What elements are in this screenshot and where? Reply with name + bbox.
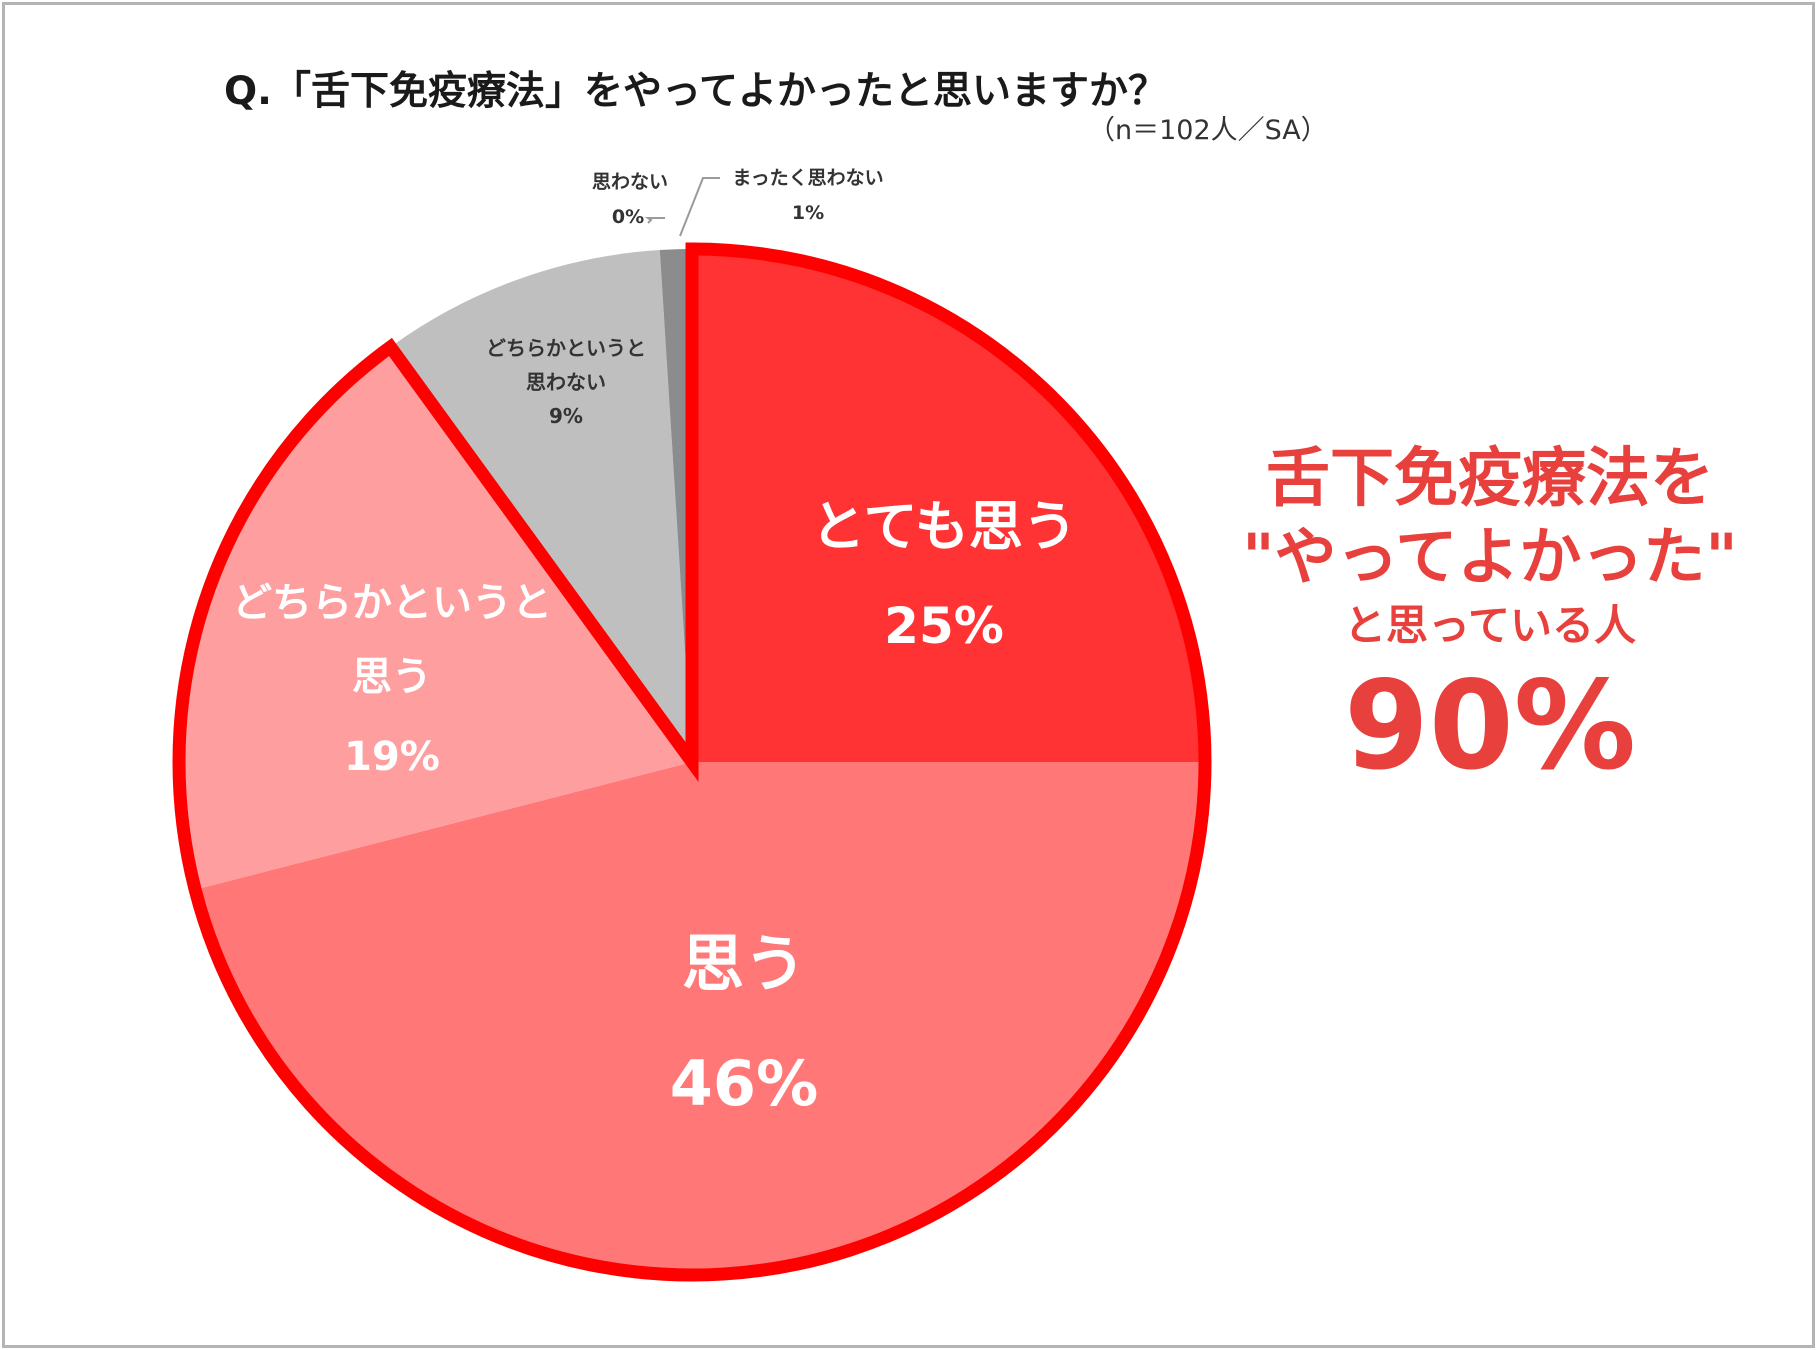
label-somewhat-agree-line1: どちらかというと: [232, 580, 552, 626]
summary-callout: 舌下免疫療法を "やってよかった" と思っている人 90%: [1190, 440, 1790, 796]
callout-line1: 舌下免疫療法を: [1266, 442, 1714, 516]
label-very-agree-pct: 25%: [884, 597, 1004, 655]
label-somewhat-disagree-line1: どちらかというと: [486, 336, 646, 360]
label-strongly-disagree-name: まったく思わない: [732, 167, 883, 189]
label-agree-pct: 46%: [670, 1047, 818, 1120]
pie-slices: [179, 249, 1206, 1276]
sample-size-note: （n＝102人／SA）: [1088, 115, 1328, 146]
leader-line-strongly-disagree: [679, 177, 720, 237]
callout-line2: "やってよかった": [1242, 520, 1738, 593]
label-somewhat-agree-pct: 19%: [344, 734, 440, 780]
chart-title: Q.「舌下免疫療法」をやってよかったと思いますか？: [224, 69, 1168, 114]
label-agree-name: 思う: [682, 927, 806, 1000]
label-disagree-pct: 0%: [612, 206, 644, 228]
slice-somewhat-agree: [179, 346, 693, 890]
label-somewhat-disagree-line2: 思わない: [526, 370, 606, 394]
label-disagree-name: 思わない: [592, 171, 668, 193]
label-somewhat-agree-line2: 思う: [352, 654, 432, 700]
slice-strongly-disagree: [659, 249, 692, 762]
label-strongly-disagree-pct: 1%: [792, 202, 824, 224]
label-very-agree-name: とても思う: [811, 495, 1077, 558]
slice-somewhat-disagree: [390, 250, 692, 763]
callout-value: 90%: [1343, 655, 1636, 797]
slice-agree: [195, 762, 1206, 1276]
highlight-outline: [172, 242, 1212, 1282]
label-somewhat-disagree-pct: 9%: [549, 404, 583, 428]
slice-very-agree: [692, 249, 1205, 762]
callout-line3: と思っている人: [1344, 601, 1636, 650]
leader-line-disagree: [644, 217, 665, 224]
